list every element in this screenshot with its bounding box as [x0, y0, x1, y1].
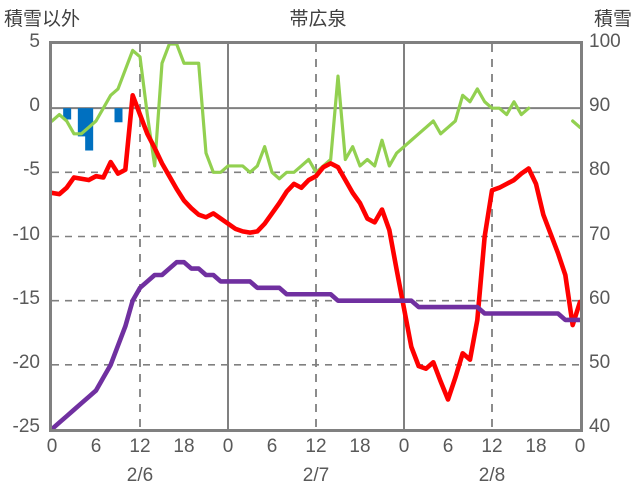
- x-tick: 6: [90, 436, 102, 457]
- plot-area: [49, 41, 583, 432]
- precipitation-bar: [114, 108, 123, 123]
- precipitation-bar: [77, 108, 86, 137]
- x-tick: 0: [222, 436, 234, 457]
- chart-canvas: [52, 44, 580, 429]
- x-tick: 6: [266, 436, 278, 457]
- x-tick: 0: [574, 436, 586, 457]
- x-tick: 0: [46, 436, 58, 457]
- x-tick: 12: [305, 436, 327, 457]
- x-tick: 18: [173, 436, 195, 457]
- x-tick: 18: [525, 436, 547, 457]
- y-left-tick: -10: [12, 223, 40, 245]
- x-tick: 6: [442, 436, 454, 457]
- x-day-label: 2/8: [478, 465, 506, 486]
- series-line-湿度: [52, 44, 531, 181]
- y-right-tick: 90: [589, 95, 611, 117]
- y-right-tick: 70: [589, 223, 611, 245]
- y-left-tick: -5: [23, 159, 40, 181]
- y-left-tick: -25: [12, 416, 40, 437]
- y-right-tick: 60: [589, 287, 611, 309]
- y-right-tick: 100: [589, 31, 621, 52]
- page-title: 帯広泉: [289, 9, 347, 30]
- y-right-tick: 50: [589, 351, 611, 373]
- x-day-label: 2/6: [126, 465, 154, 486]
- y-left-tick: -15: [12, 287, 40, 309]
- series-line-気温: [52, 93, 580, 402]
- series-line-湿度: [571, 119, 580, 130]
- y-right-tick: 80: [589, 159, 611, 181]
- precipitation-bar: [85, 108, 94, 151]
- y-left-tick: 0: [29, 95, 40, 117]
- x-tick: 12: [481, 436, 503, 457]
- x-tick: 12: [129, 436, 151, 457]
- right-axis-title: 積雪: [593, 9, 632, 30]
- x-tick: 0: [398, 436, 410, 457]
- y-left-tick: -20: [12, 351, 40, 373]
- precipitation-bar: [63, 108, 72, 120]
- x-tick: 18: [349, 436, 371, 457]
- left-axis-title: 積雪以外: [4, 9, 81, 30]
- x-day-label: 2/7: [302, 465, 330, 486]
- series-line-積雪深: [52, 259, 580, 429]
- y-left-tick: 5: [29, 31, 40, 52]
- y-right-tick: 40: [589, 416, 611, 437]
